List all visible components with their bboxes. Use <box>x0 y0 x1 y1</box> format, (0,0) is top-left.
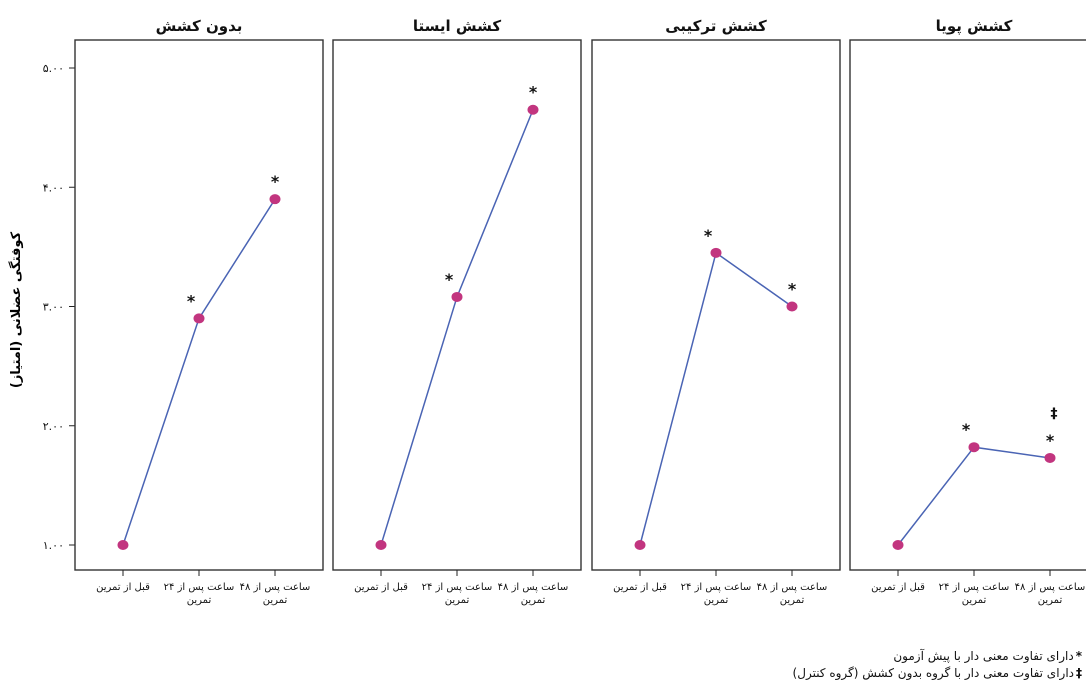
x-tick-label: ۲۴ ساعت پس از تمرین <box>422 582 493 606</box>
data-point <box>269 194 281 205</box>
panel-frame <box>332 39 582 571</box>
x-tick-label: قبل از تمرین <box>871 582 925 593</box>
significance-star: * <box>704 226 713 245</box>
data-point <box>786 301 798 312</box>
x-tick-label-line: ۲۴ ساعت پس از <box>164 582 235 593</box>
x-tick-label-line: ۴۸ ساعت پس از <box>498 582 569 593</box>
x-tick-label-line: تمرین <box>187 595 212 606</box>
panel-title: کشش پویا <box>936 17 1013 36</box>
significance-star: * <box>187 291 196 310</box>
data-point <box>634 540 646 550</box>
x-tick-label: ۴۸ ساعت پس از تمرین <box>240 582 311 606</box>
x-tick-label: ۲۴ ساعت پس از تمرین <box>939 582 1010 606</box>
series-line <box>639 251 793 546</box>
y-tick-label: ۴.۰۰ <box>43 181 64 194</box>
panel-frame <box>74 39 324 571</box>
legend-text: دارای تفاوت معنی دار با پیش آزمون <box>893 649 1074 663</box>
series-line <box>122 198 276 546</box>
panel-title: کشش ایستا <box>413 17 501 35</box>
panel: کشش ترکیبی قبل از تمرین ۲۴ ساعت پس از تمرین… <box>591 17 841 606</box>
x-tick-label-line: ۴۸ ساعت پس از <box>757 582 828 593</box>
x-tick-label-line: ۴۸ ساعت پس از <box>240 582 311 593</box>
y-tick-label: ۲.۰۰ <box>43 420 64 433</box>
data-point <box>451 291 463 302</box>
significance-star: * <box>529 83 538 102</box>
x-tick-label: قبل از تمرین <box>613 582 667 593</box>
y-axis-label: کوفتگی عضلانی (امتیاز) <box>8 231 24 388</box>
y-axis: ۱.۰۰ ۲.۰۰ ۳.۰۰ ۴.۰۰ ۵.۰۰ <box>43 62 75 552</box>
panel-title: بدون کشش <box>156 17 243 35</box>
significance-star: * <box>962 420 971 439</box>
series-line <box>380 109 534 546</box>
y-tick-label: ۵.۰۰ <box>43 62 64 75</box>
legend-item-vs-control: ‡دارای تفاوت معنی دار با گروه بدون کشش (… <box>793 665 1082 682</box>
panel-frame <box>849 39 1086 571</box>
x-tick-label-line: تمرین <box>445 595 470 606</box>
data-point <box>892 540 904 550</box>
x-tick-label-line: تمرین <box>263 595 288 606</box>
significance-star: * <box>788 280 797 299</box>
panel-title: کشش ترکیبی <box>665 17 767 35</box>
x-tick-label-line: ۲۴ ساعت پس از <box>681 582 752 593</box>
data-point <box>710 247 722 258</box>
series-line <box>897 446 1051 546</box>
legend-text: دارای تفاوت معنی دار با گروه بدون کشش (گ… <box>792 666 1074 680</box>
data-point <box>117 540 129 550</box>
x-tick-label: ۴۸ ساعت پس از تمرین <box>757 582 828 606</box>
legend-item-vs-pretest: *دارای تفاوت معنی دار با پیش آزمون <box>793 648 1082 665</box>
x-tick-label: ۴۸ ساعت پس از تمرین <box>1015 582 1086 606</box>
data-point <box>1044 452 1056 463</box>
significance-star: * <box>271 172 280 191</box>
legend: *دارای تفاوت معنی دار با پیش آزمون ‡دارا… <box>793 648 1082 682</box>
x-tick-label-line: ۲۴ ساعت پس از <box>939 582 1010 593</box>
x-tick-label: ۴۸ ساعت پس از تمرین <box>498 582 569 606</box>
data-point <box>527 104 539 115</box>
x-tick-label: ۲۴ ساعت پس از تمرین <box>164 582 235 606</box>
x-tick-label-line: قبل از تمرین <box>354 582 408 593</box>
data-point <box>968 442 980 453</box>
x-tick-label-line: ۲۴ ساعت پس از <box>422 582 493 593</box>
x-tick-label-line: تمرین <box>1038 595 1063 606</box>
significance-star: * <box>445 270 454 289</box>
data-point <box>375 540 387 550</box>
y-tick-label: ۳.۰۰ <box>43 301 64 314</box>
legend-symbol: ‡ <box>1076 666 1082 680</box>
y-tick-label: ۱.۰۰ <box>43 539 64 552</box>
significance-dagger: ‡ <box>1051 406 1058 422</box>
x-tick-label-line: قبل از تمرین <box>96 582 150 593</box>
panel-frame <box>591 39 841 571</box>
legend-symbol: * <box>1075 649 1082 663</box>
x-tick-label: قبل از تمرین <box>96 582 150 593</box>
x-tick-label: ۲۴ ساعت پس از تمرین <box>681 582 752 606</box>
x-tick-label-line: تمرین <box>521 595 546 606</box>
x-tick-label-line: ۴۸ ساعت پس از <box>1015 582 1086 593</box>
x-tick-label-line: تمرین <box>962 595 987 606</box>
significance-star: * <box>1046 431 1055 450</box>
x-tick-label-line: تمرین <box>704 595 729 606</box>
data-point <box>193 313 205 324</box>
x-tick-label-line: تمرین <box>780 595 805 606</box>
x-tick-label: قبل از تمرین <box>354 582 408 593</box>
x-tick-label-line: قبل از تمرین <box>871 582 925 593</box>
x-tick-label-line: قبل از تمرین <box>613 582 667 593</box>
